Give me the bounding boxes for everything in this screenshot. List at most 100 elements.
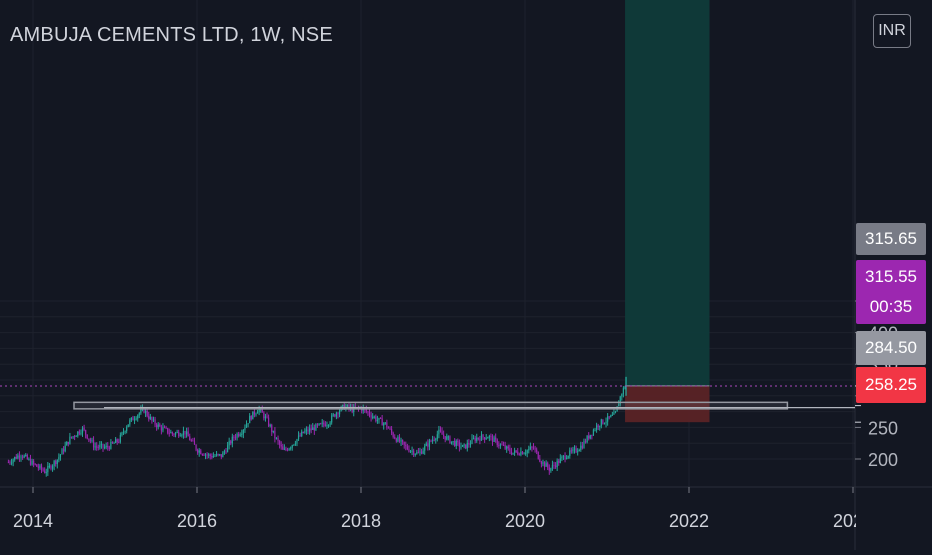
candle-down: [280, 444, 282, 447]
candle-up: [28, 458, 30, 460]
candle-down: [368, 412, 371, 416]
candle-down: [195, 444, 197, 450]
candle-down: [536, 449, 538, 452]
candle-down: [253, 411, 255, 415]
candle-up: [583, 441, 585, 449]
candle-down: [154, 419, 156, 425]
candle-up: [110, 441, 112, 449]
candle-down: [324, 424, 326, 427]
candle-down: [454, 441, 456, 446]
candle-up: [228, 441, 230, 446]
candle-up: [450, 441, 453, 444]
candle-up: [463, 444, 465, 446]
candle-up: [58, 457, 60, 460]
candle-up: [47, 466, 49, 473]
candle-up: [226, 445, 229, 453]
candle-down: [365, 409, 367, 412]
candle-up: [20, 456, 22, 458]
candle-down: [187, 431, 189, 437]
candle-up: [461, 444, 464, 447]
candle-down: [118, 441, 120, 443]
candle-down: [42, 469, 44, 471]
candle-up: [115, 439, 117, 443]
candle-up: [480, 434, 483, 441]
candle-up: [476, 437, 478, 441]
candle-up: [455, 440, 457, 446]
candle-down: [320, 423, 322, 425]
candle-up: [435, 438, 437, 440]
candle-up: [499, 444, 501, 446]
candle-up: [446, 436, 448, 440]
candle-up: [129, 420, 131, 425]
candle-down: [266, 416, 268, 418]
candle-down: [392, 432, 394, 438]
candle-down: [406, 446, 408, 450]
candle-down: [165, 427, 167, 429]
candle-down: [9, 462, 11, 464]
candle-up: [373, 416, 375, 418]
candle-down: [398, 437, 401, 442]
candle-up: [321, 422, 323, 424]
candle-up: [416, 452, 418, 454]
candle-up: [291, 445, 293, 448]
candles: [7, 376, 627, 477]
candle-down: [156, 424, 158, 428]
candle-up: [179, 435, 181, 437]
candle-down: [86, 434, 88, 439]
candle-up: [589, 434, 591, 439]
candle-up: [605, 421, 607, 424]
candle-up: [506, 446, 508, 449]
x-tick-label: 2022: [669, 511, 709, 531]
candle-up: [301, 431, 303, 437]
candle-up: [255, 413, 257, 415]
candle-down: [386, 422, 388, 428]
candle-up: [25, 455, 27, 457]
candle-up: [72, 436, 74, 438]
candle-up: [249, 415, 251, 424]
candle-down: [132, 417, 134, 421]
candle-up: [551, 464, 554, 469]
candle-up: [48, 465, 50, 467]
candle-up: [45, 472, 47, 474]
candle-up: [162, 427, 164, 431]
candle-down: [348, 404, 350, 409]
currency-button[interactable]: INR: [873, 14, 911, 48]
candle-down: [160, 426, 162, 431]
candle-down: [581, 445, 583, 449]
candle-down: [547, 463, 549, 468]
candle-up: [335, 412, 337, 417]
candle-down: [468, 443, 470, 445]
candle-down: [518, 454, 520, 456]
candle-down: [302, 431, 304, 433]
candle-up: [338, 410, 341, 415]
candle-up: [312, 427, 314, 430]
candle-up: [318, 423, 320, 425]
candle-down: [209, 454, 211, 457]
bar-countdown: 00:35: [869, 297, 913, 316]
candle-down: [548, 467, 550, 471]
candle-down: [78, 431, 80, 434]
candle-up: [305, 429, 308, 432]
candle-up: [94, 446, 96, 448]
x-tick-label: 2016: [177, 511, 217, 531]
x-axis[interactable]: 2014 2016 2018 2020 2022 2024: [13, 487, 932, 551]
candle-up: [264, 416, 267, 419]
candle-up: [69, 436, 71, 445]
candle-up: [472, 438, 475, 440]
candle-up: [603, 423, 606, 425]
candle-down: [271, 425, 273, 432]
candle-down: [74, 436, 76, 438]
candle-up: [378, 417, 380, 421]
candle-up: [140, 409, 142, 414]
candle-up: [121, 432, 123, 436]
candle-down: [458, 442, 460, 448]
candle-down: [381, 418, 383, 426]
candle-up: [556, 460, 558, 468]
candle-up: [219, 454, 221, 456]
candle-down: [495, 437, 497, 440]
candle-up: [275, 438, 278, 440]
candle-down: [449, 436, 451, 444]
candle-up: [545, 463, 547, 467]
